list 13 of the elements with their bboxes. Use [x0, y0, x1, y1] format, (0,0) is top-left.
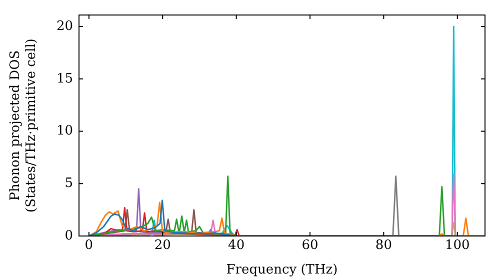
x-axis-title: Frequency (THz): [226, 262, 338, 278]
y-tick-label: 15: [56, 71, 73, 86]
x-tick-label: 40: [228, 238, 245, 254]
x-tick-label: 0: [84, 238, 94, 254]
y-axis-title: Phonon projected DOS (States/THz·primitive cell): [8, 38, 39, 213]
y-tick-label: 5: [64, 176, 73, 192]
x-tick-label: 100: [444, 238, 470, 254]
x-tick-label: 60: [302, 238, 318, 254]
y-tick-label: 0: [64, 228, 73, 244]
x-tick-label: 80: [375, 238, 392, 254]
y-tick-label: 10: [56, 124, 73, 139]
y-tick-label: 20: [56, 18, 73, 34]
x-tick-label: 20: [154, 238, 171, 254]
